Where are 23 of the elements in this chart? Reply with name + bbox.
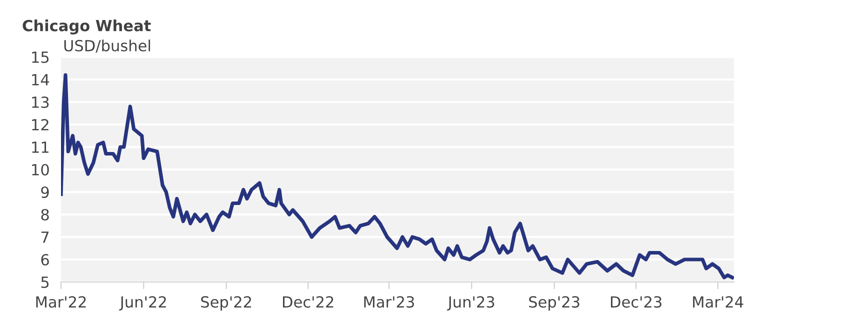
y-axis-title: USD/bushel [64,40,150,53]
y-tick-label: 5 [41,276,49,288]
x-tick-label: Dec'23 [610,296,662,308]
x-tick-label: Mar'22 [36,296,86,308]
y-tick-label: 9 [41,186,49,198]
y-tick-label: 10 [32,164,49,176]
y-tick-label: 8 [41,208,49,221]
y-tick-label: 12 [32,118,48,130]
chart-title: Chicago Wheat [22,20,151,34]
y-tick-label: 14 [32,74,50,86]
x-tick-label: Sep'22 [201,296,252,311]
y-tick-label: 15 [32,52,49,64]
line-series [61,73,734,280]
x-tick-label: Jun'23 [447,296,494,311]
y-tick-label: 7 [41,232,49,243]
y-tick-label: 11 [32,142,48,153]
y-tick-label: 6 [41,254,49,266]
x-tick-label: Mar'24 [693,296,744,308]
x-tick-label: Mar'23 [364,296,414,308]
x-tick-label: Sep'23 [529,296,580,311]
x-tick-label: Jun'22 [119,296,166,311]
x-tick-label: Dec'22 [282,296,334,308]
y-tick-label: 13 [32,96,49,108]
